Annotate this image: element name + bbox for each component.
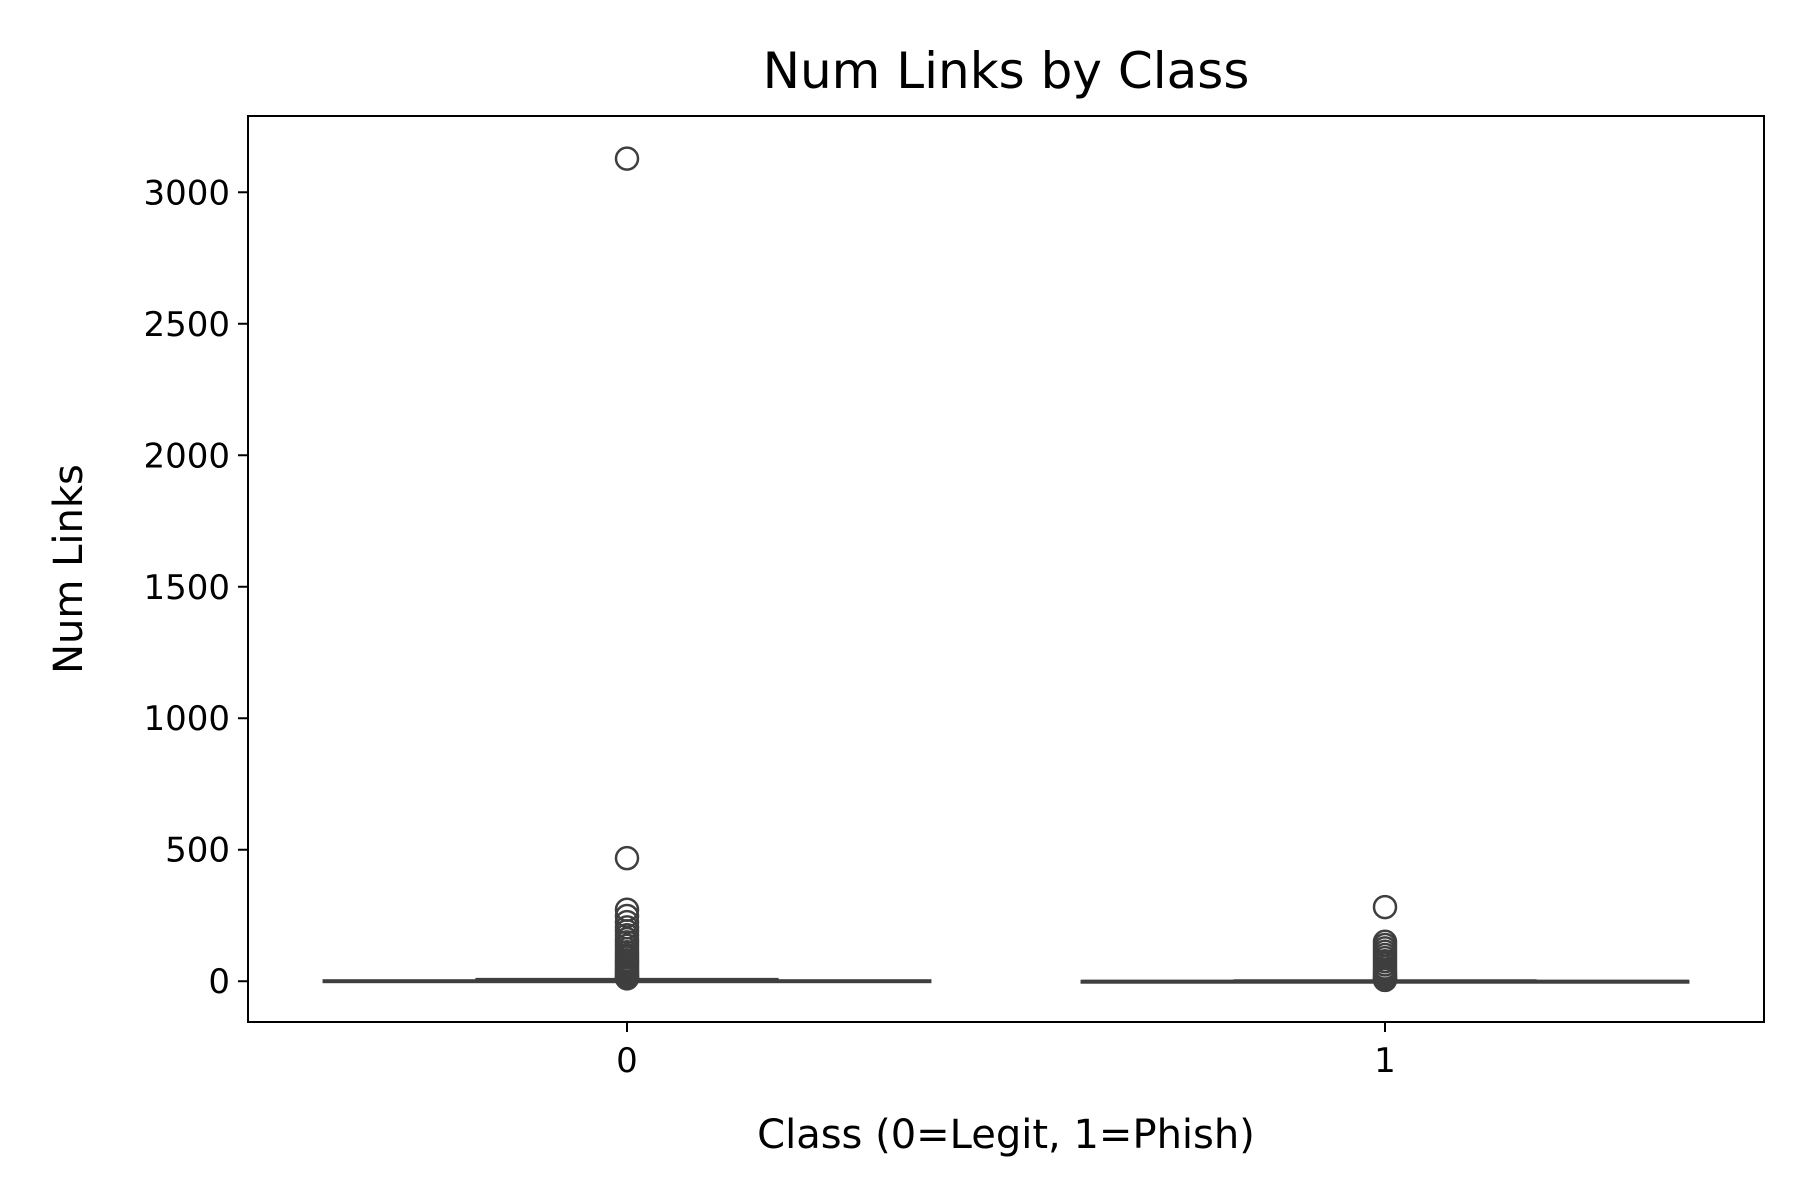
outlier-point (614, 845, 640, 871)
y-tick-label: 1500 (143, 568, 230, 608)
y-tick-label: 2000 (143, 436, 230, 476)
x-tick-label: 1 (1374, 1041, 1396, 1081)
y-tick-label: 500 (165, 831, 230, 871)
outlier-point (1372, 967, 1398, 993)
box-group-1 (1080, 894, 1690, 993)
outlier-point (1372, 894, 1398, 920)
y-axis-label: Num Links (46, 464, 92, 674)
y-tick-label: 0 (208, 962, 230, 1002)
axes-frame (247, 115, 1765, 1023)
y-tick-label: 3000 (143, 173, 230, 213)
chart-title: Num Links by Class (763, 42, 1250, 100)
y-tick-label: 2500 (143, 305, 230, 345)
plot-area (322, 146, 1690, 993)
outlier-point (614, 966, 640, 991)
x-axis-label: Class (0=Legit, 1=Phish) (757, 1112, 1255, 1158)
y-axis: 0 500 1000 1500 2000 2500 3000 (143, 173, 248, 1002)
box-group-0 (322, 146, 932, 991)
y-tick-label: 1000 (143, 699, 230, 739)
x-tick-label: 0 (616, 1041, 638, 1081)
outlier-point (614, 146, 640, 171)
